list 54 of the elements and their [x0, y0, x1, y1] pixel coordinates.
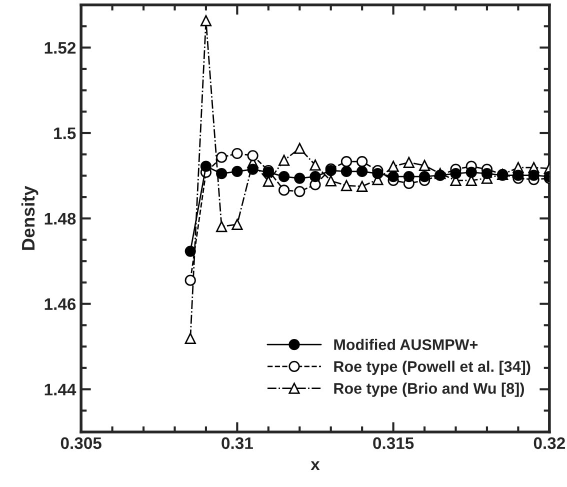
point [232, 148, 243, 160]
y-tick-label: 1.52 [44, 42, 76, 54]
y-tick-label: 1.48 [44, 212, 76, 225]
point [184, 332, 196, 344]
point [325, 175, 336, 186]
point [294, 186, 306, 198]
point [278, 171, 290, 182]
point [512, 170, 524, 181]
point [356, 180, 368, 192]
x-tick-label: 0.32 [534, 437, 565, 450]
point [418, 171, 430, 182]
point [466, 166, 477, 178]
x-tick-label: 0.315 [373, 437, 414, 450]
y-axis-title: Density [21, 186, 38, 250]
point [294, 172, 306, 184]
point [372, 168, 384, 180]
point [388, 160, 399, 172]
point [216, 220, 228, 232]
x-tick-label: 0.31 [222, 437, 253, 450]
point [388, 171, 399, 182]
point [216, 168, 228, 180]
point [278, 184, 290, 196]
x-tick-label: 0.305 [60, 437, 102, 450]
y-tick-label: 1.46 [44, 298, 76, 310]
point [450, 168, 462, 180]
point [247, 150, 258, 162]
point [310, 171, 321, 182]
point [481, 168, 493, 180]
point [232, 166, 243, 177]
point [403, 156, 414, 168]
point [232, 218, 243, 230]
y-tick-label: 1.44 [44, 384, 76, 396]
point [278, 154, 290, 166]
y-tick-label: 1.5 [54, 128, 76, 140]
legend-label: Roe type (Powell et al. [34]) [334, 360, 530, 375]
point [216, 152, 228, 163]
point [200, 160, 212, 172]
x-axis-title: x [310, 461, 320, 470]
point [356, 166, 368, 177]
point [184, 274, 196, 286]
point [310, 159, 321, 171]
point [247, 164, 258, 175]
legend-label: Roe type (Brio and Wu [8]) [334, 382, 524, 397]
point [340, 180, 352, 192]
legend-label: Modified AUSMPW+ [334, 338, 478, 350]
point [528, 170, 540, 181]
point [403, 171, 414, 182]
point [294, 142, 306, 154]
point [184, 246, 196, 257]
point [200, 15, 212, 26]
point [340, 156, 352, 168]
point [356, 156, 368, 168]
point [340, 166, 352, 177]
point [418, 160, 430, 172]
